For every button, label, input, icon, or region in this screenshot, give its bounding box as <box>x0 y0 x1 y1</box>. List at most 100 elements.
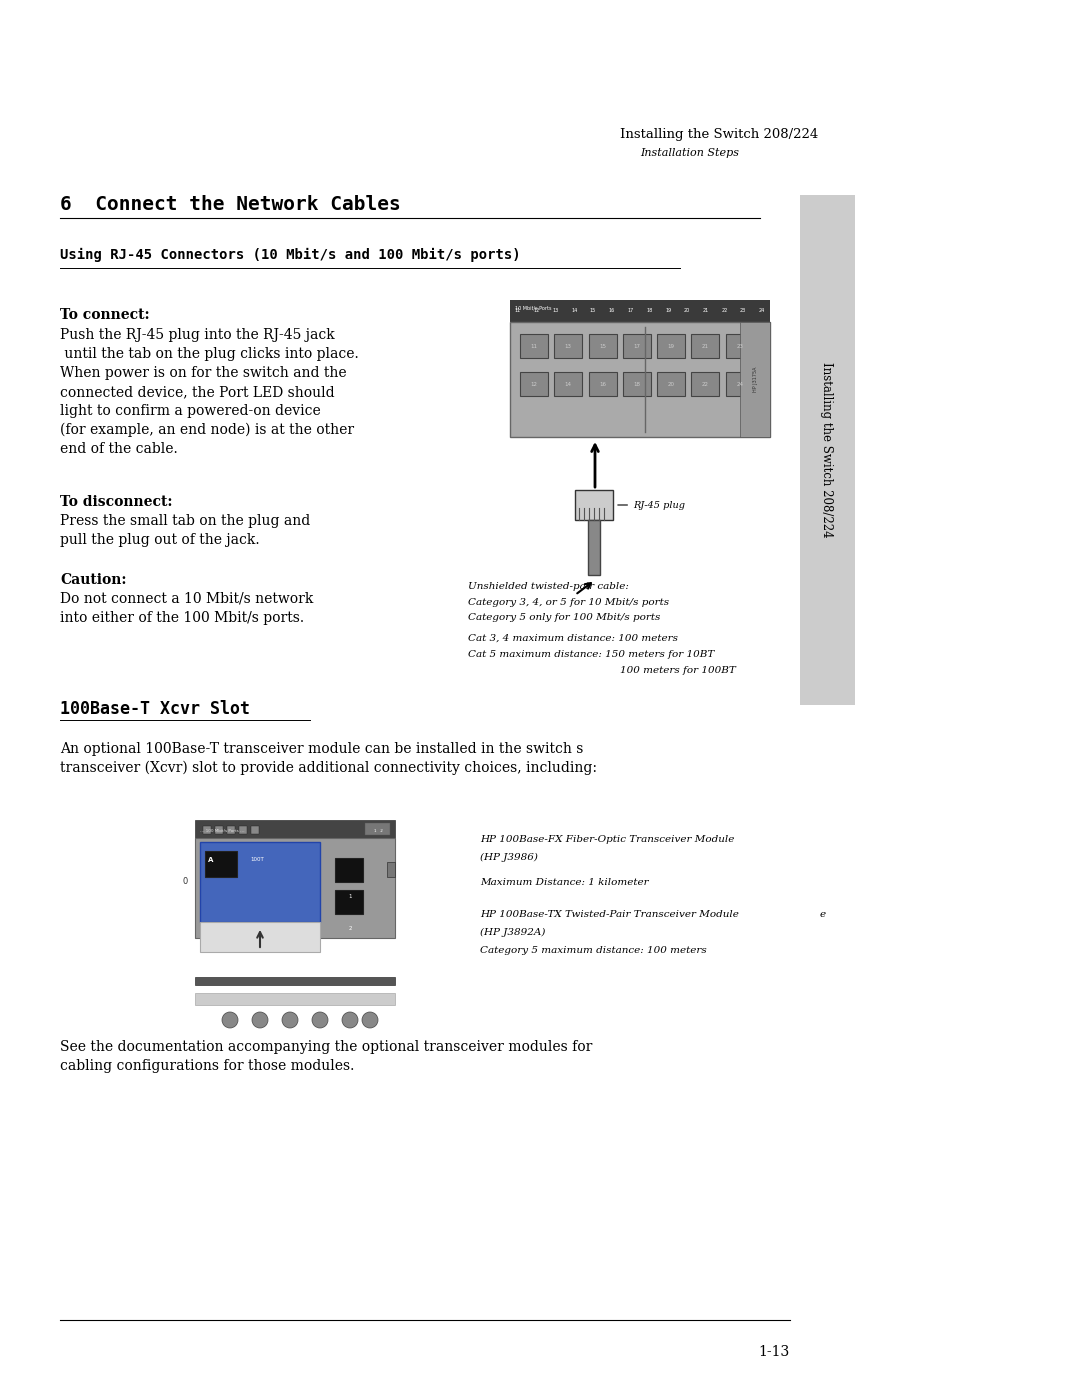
Bar <box>623 372 651 395</box>
Bar <box>519 334 548 358</box>
Bar <box>239 826 247 834</box>
Bar <box>203 826 211 834</box>
Text: Using RJ-45 Connectors (10 Mbit/s and 100 Mbit/s ports): Using RJ-45 Connectors (10 Mbit/s and 10… <box>60 249 521 263</box>
Bar <box>200 922 320 951</box>
Text: To disconnect:: To disconnect: <box>60 495 173 509</box>
Text: 18: 18 <box>633 381 640 387</box>
Text: 12: 12 <box>530 381 538 387</box>
Text: 1-13: 1-13 <box>759 1345 789 1359</box>
Bar <box>691 372 719 395</box>
Text: 1: 1 <box>348 894 352 900</box>
Text: 100Base-T Xcvr Slot: 100Base-T Xcvr Slot <box>60 700 249 718</box>
Text: (HP J3892A): (HP J3892A) <box>480 928 545 937</box>
Text: transceiver (Xcvr) slot to provide additional connectivity choices, including:: transceiver (Xcvr) slot to provide addit… <box>60 761 597 775</box>
Text: 18: 18 <box>646 309 652 313</box>
Text: Push the RJ-45 plug into the RJ-45 jack: Push the RJ-45 plug into the RJ-45 jack <box>60 328 335 342</box>
Text: 22: 22 <box>721 309 728 313</box>
Bar <box>195 977 395 985</box>
Text: When power is on for the switch and the: When power is on for the switch and the <box>60 366 347 380</box>
Text: A: A <box>208 856 214 863</box>
Text: 16: 16 <box>599 381 606 387</box>
Bar <box>589 372 617 395</box>
Bar <box>657 372 685 395</box>
Text: Category 5 maximum distance: 100 meters: Category 5 maximum distance: 100 meters <box>480 946 706 956</box>
Text: 14: 14 <box>571 309 578 313</box>
Bar <box>726 372 754 395</box>
Text: pull the plug out of the jack.: pull the plug out of the jack. <box>60 534 259 548</box>
Text: 0: 0 <box>183 877 188 887</box>
Bar <box>800 196 855 705</box>
Circle shape <box>282 1011 298 1028</box>
Bar <box>200 842 320 922</box>
Bar <box>227 826 235 834</box>
Bar <box>726 334 754 358</box>
Text: 13: 13 <box>552 309 558 313</box>
Text: 15: 15 <box>599 344 606 348</box>
Text: 15: 15 <box>590 309 596 313</box>
Bar <box>575 490 613 520</box>
Text: Cat 3, 4 maximum distance: 100 meters: Cat 3, 4 maximum distance: 100 meters <box>468 634 678 643</box>
Bar <box>215 826 222 834</box>
Text: 24: 24 <box>759 309 765 313</box>
Text: HP 100Base-FX Fiber-Optic Transceiver Module: HP 100Base-FX Fiber-Optic Transceiver Mo… <box>480 835 734 844</box>
Circle shape <box>312 1011 328 1028</box>
Circle shape <box>252 1011 268 1028</box>
Text: connected device, the Port LED should: connected device, the Port LED should <box>60 386 335 400</box>
Text: 22: 22 <box>702 381 708 387</box>
Bar <box>510 300 770 321</box>
Text: 100 meters for 100BT: 100 meters for 100BT <box>620 666 735 675</box>
Text: 6  Connect the Network Cables: 6 Connect the Network Cables <box>60 196 401 214</box>
Circle shape <box>342 1011 357 1028</box>
Circle shape <box>362 1011 378 1028</box>
Bar <box>691 334 719 358</box>
Text: e: e <box>820 909 826 919</box>
Text: 21: 21 <box>702 344 708 348</box>
Text: 17: 17 <box>633 344 640 348</box>
Text: 12: 12 <box>534 309 540 313</box>
Bar <box>554 372 582 395</box>
Bar <box>335 890 363 914</box>
Text: To connect:: To connect: <box>60 307 150 321</box>
Bar <box>195 993 395 1004</box>
Bar <box>195 838 395 937</box>
Text: Do not connect a 10 Mbit/s network: Do not connect a 10 Mbit/s network <box>60 592 313 606</box>
Text: cabling configurations for those modules.: cabling configurations for those modules… <box>60 1059 354 1073</box>
Text: end of the cable.: end of the cable. <box>60 441 178 455</box>
Text: Unshielded twisted-pair cable:: Unshielded twisted-pair cable: <box>468 583 629 591</box>
Bar <box>589 334 617 358</box>
Text: HP J3175A: HP J3175A <box>753 367 757 393</box>
Text: An optional 100Base-T transceiver module can be installed in the switch s: An optional 100Base-T transceiver module… <box>60 742 583 756</box>
Bar <box>623 334 651 358</box>
Text: 2: 2 <box>348 926 352 932</box>
Text: 17: 17 <box>627 309 634 313</box>
Bar <box>195 820 395 838</box>
Bar <box>519 372 548 395</box>
Text: 10 Mbit/s Ports: 10 Mbit/s Ports <box>515 305 552 310</box>
Bar <box>205 851 237 877</box>
Text: Category 3, 4, or 5 for 10 Mbit/s ports: Category 3, 4, or 5 for 10 Mbit/s ports <box>468 598 670 608</box>
Text: Category 5 only for 100 Mbit/s ports: Category 5 only for 100 Mbit/s ports <box>468 613 660 622</box>
Bar <box>251 826 259 834</box>
Text: RJ-45 plug: RJ-45 plug <box>618 500 685 510</box>
Text: Maximum Distance: 1 kilometer: Maximum Distance: 1 kilometer <box>480 877 649 887</box>
Text: 13: 13 <box>565 344 571 348</box>
Text: 23: 23 <box>737 344 743 348</box>
Text: light to confirm a powered-on device: light to confirm a powered-on device <box>60 404 321 418</box>
Text: (HP J3986): (HP J3986) <box>480 854 538 862</box>
Bar <box>554 334 582 358</box>
Text: 16: 16 <box>609 309 615 313</box>
Bar <box>335 858 363 882</box>
Bar <box>657 334 685 358</box>
Circle shape <box>222 1011 238 1028</box>
Text: 19: 19 <box>667 344 675 348</box>
Bar <box>387 862 395 877</box>
Text: 19: 19 <box>665 309 671 313</box>
Text: 20: 20 <box>684 309 690 313</box>
Text: 14: 14 <box>565 381 571 387</box>
Text: 1   2: 1 2 <box>374 828 382 833</box>
Text: (for example, an end node) is at the other: (for example, an end node) is at the oth… <box>60 423 354 437</box>
Text: Installing the Switch 208/224: Installing the Switch 208/224 <box>821 362 834 538</box>
Text: 11: 11 <box>530 344 538 348</box>
Text: until the tab on the plug clicks into place.: until the tab on the plug clicks into pl… <box>60 346 359 360</box>
Text: 20: 20 <box>667 381 675 387</box>
